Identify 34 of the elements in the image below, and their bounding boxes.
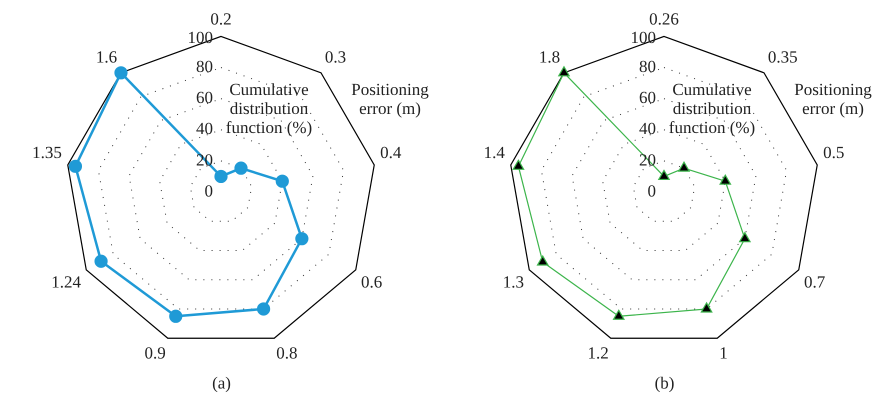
text: (b): [654, 373, 674, 392]
y-tick-label: 60: [639, 88, 656, 108]
text: (a): [212, 373, 231, 392]
spoke-label: 1.3: [502, 272, 524, 292]
y-tick-label: 80: [196, 56, 213, 76]
spoke-label: 0.8: [276, 344, 298, 363]
spoke-label: 1.4: [484, 143, 506, 162]
spoke-label: 1.24: [51, 272, 82, 292]
spoke-label: 0.5: [823, 143, 844, 162]
spoke-label: 1.2: [587, 344, 609, 363]
spoke-label: 0.6: [360, 272, 382, 292]
spoke-label: 0.26: [649, 10, 679, 29]
spoke-label: 0.2: [210, 10, 232, 29]
spoke-label: 1.6: [96, 47, 118, 66]
y-tick-label: 40: [196, 119, 213, 138]
spoke-label: 1: [719, 344, 728, 363]
text: Positioning error (m): [350, 80, 430, 118]
text: Positioning error (m): [793, 80, 873, 118]
spoke-label: 0.9: [144, 344, 166, 363]
y-tick-label: 0: [204, 181, 213, 200]
y-tick-label: 0: [648, 181, 656, 200]
text: Cumulative distribution function (%): [668, 80, 756, 137]
spoke-label: 0.4: [380, 143, 402, 162]
spoke-label: 0.3: [324, 47, 346, 66]
y-tick-label: 100: [188, 28, 213, 47]
spoke-label: 1.35: [32, 143, 62, 162]
y-tick-label: 40: [639, 119, 656, 138]
y-tick-label: 60: [196, 88, 213, 108]
text: Cumulative distribution function (%): [224, 80, 314, 137]
spoke-label: 0.35: [768, 47, 798, 66]
spoke-label: 1.8: [538, 47, 560, 66]
y-tick-label: 80: [639, 56, 656, 76]
spoke-label: 0.7: [804, 272, 826, 292]
y-tick-label: 100: [630, 28, 656, 47]
